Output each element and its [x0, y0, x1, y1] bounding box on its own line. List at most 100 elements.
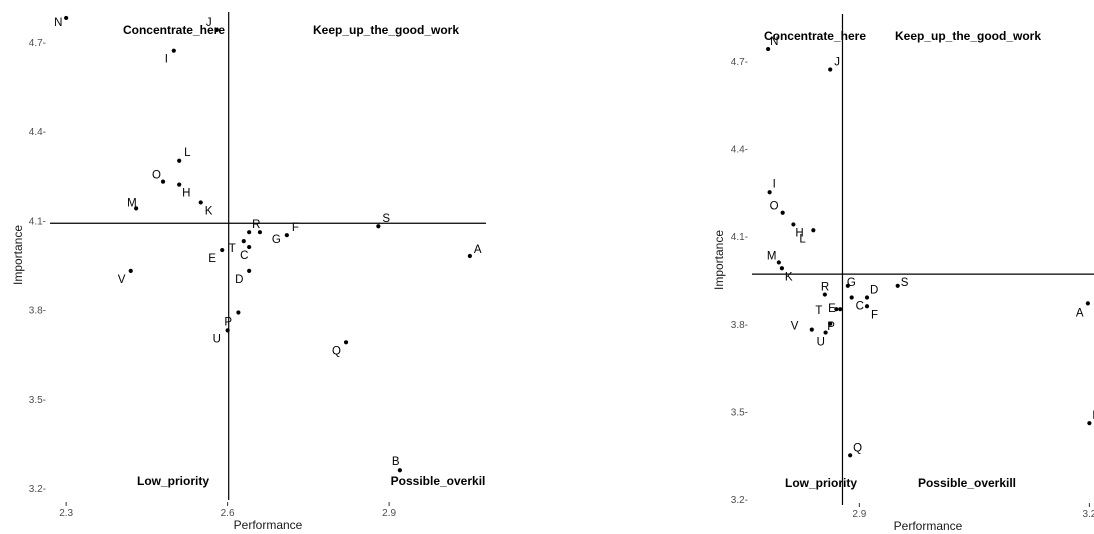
point-label-u: U — [213, 333, 221, 345]
point-label-r: R — [821, 282, 829, 294]
point-label-p: P — [827, 321, 835, 333]
point-s — [376, 224, 381, 229]
y-tick-label: 3.8- — [731, 320, 748, 331]
point-label-o: O — [152, 170, 161, 182]
quadrant-label: Keep_up_the_good_work — [895, 29, 1041, 43]
point-label-e: E — [208, 253, 216, 265]
point-r — [822, 292, 827, 297]
y-tick-label: 4.1- — [731, 232, 748, 243]
y-axis-title: Importance — [11, 225, 25, 285]
right-importance-performance-chart: 3.2- 3.5- 3.8- 4.1- 4.4- 4.7- 2.9 3.2 Performanc… — [712, 14, 1094, 533]
point-q — [848, 453, 853, 458]
y-tick-label: 3.5- — [731, 407, 748, 418]
point-label-f: F — [871, 309, 878, 321]
point-d — [864, 295, 870, 300]
point-label-u: U — [817, 337, 825, 349]
point-label-s: S — [901, 277, 909, 289]
point-label-l: L — [184, 147, 191, 159]
quadrant-label: Low_priority — [785, 476, 857, 490]
point-h — [791, 222, 796, 227]
point-v — [809, 327, 814, 332]
point-label-g: G — [272, 234, 281, 246]
y-tick-label: 4.4- — [29, 127, 46, 138]
point-c — [247, 244, 252, 250]
y-tick-label: 4.7- — [29, 38, 46, 49]
point-m — [776, 260, 781, 265]
point-b — [397, 468, 402, 473]
x-axis-title: Performance — [234, 518, 303, 532]
point-label-r: R — [252, 219, 260, 231]
point-label-v: V — [791, 321, 799, 333]
x-tick-label: 2.9 — [382, 508, 396, 519]
point-n — [766, 46, 771, 52]
point-c — [849, 295, 854, 300]
point-o — [780, 210, 785, 215]
point-label-m: M — [767, 250, 777, 262]
point-t — [834, 307, 839, 312]
point-n — [64, 15, 69, 21]
point-label-e: E — [828, 303, 836, 315]
point-label-b: B — [392, 456, 400, 468]
point-label-b: B — [1092, 410, 1094, 422]
x-tick-label: 3.2 — [1082, 509, 1094, 520]
point-i — [171, 48, 176, 53]
point-f — [864, 304, 870, 309]
point-label-t: T — [815, 305, 822, 317]
point-label-c: C — [240, 250, 248, 262]
point-label-j: J — [206, 17, 212, 29]
point-j — [214, 27, 219, 32]
quadrant-label: Possible_overkil — [391, 474, 486, 488]
point-label-d: D — [235, 274, 243, 286]
point-s — [895, 283, 900, 288]
y-tick-label: 3.2- — [29, 484, 46, 495]
point-g — [845, 283, 850, 288]
point-label-q: Q — [332, 345, 341, 357]
point-label-m: M — [127, 197, 137, 209]
point-p — [828, 321, 833, 326]
point-d — [247, 268, 252, 273]
point-u — [823, 330, 828, 335]
point-label-i: I — [165, 54, 168, 66]
x-tick-label: 2.9 — [852, 509, 866, 520]
quadrant-label: Keep_up_the_good_work — [313, 23, 459, 37]
point-label-o: O — [770, 201, 779, 213]
point-label-l: L — [799, 233, 806, 245]
point-k — [198, 200, 203, 205]
x-tick-label: 2.6 — [221, 508, 235, 519]
point-a — [467, 253, 472, 259]
point-j — [828, 67, 833, 72]
y-tick-label: 3.2- — [731, 495, 748, 506]
point-v — [128, 268, 133, 273]
point-p — [236, 310, 241, 315]
point-label-v: V — [118, 274, 126, 286]
point-m — [134, 206, 139, 211]
point-label-d: D — [870, 284, 878, 296]
point-e — [838, 307, 843, 312]
point-u — [225, 328, 230, 333]
point-f — [284, 233, 289, 238]
quadrant-label: Concentrate_here — [123, 23, 225, 37]
quadrant-label: Low_priority — [137, 474, 209, 488]
y-tick-label: 4.7- — [731, 57, 748, 68]
point-label-g: G — [847, 277, 856, 289]
x-axis-title: Performance — [894, 519, 963, 533]
point-label-i: I — [773, 178, 776, 190]
point-label-p: P — [224, 317, 232, 329]
point-label-k: K — [785, 271, 793, 283]
point-label-n: N — [770, 36, 778, 48]
point-e — [220, 247, 225, 253]
point-label-h: H — [182, 188, 190, 200]
point-h — [177, 182, 182, 187]
point-label-c: C — [856, 300, 864, 312]
point-t — [241, 239, 246, 244]
y-tick-label: 3.8- — [29, 306, 46, 317]
point-label-n: N — [54, 17, 62, 29]
quadrant-label: Possible_overkill — [918, 476, 1016, 490]
point-label-h: H — [795, 227, 803, 239]
point-a — [1085, 301, 1090, 306]
x-tick-label: 2.3 — [59, 508, 73, 519]
point-label-s: S — [382, 213, 390, 225]
point-i — [767, 190, 772, 195]
y-tick-label: 3.5- — [29, 395, 46, 406]
